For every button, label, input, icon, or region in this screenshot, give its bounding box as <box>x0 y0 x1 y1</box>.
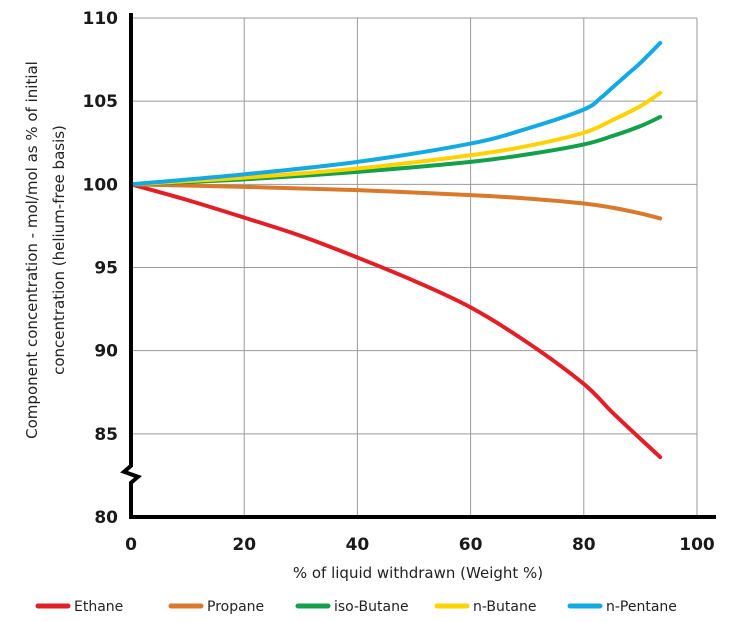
x-axis-title: % of liquid withdrawn (Weight %) <box>293 564 543 582</box>
x-tick-label: 20 <box>232 535 256 555</box>
y-axis-title-line-2: concentration (helium-free basis) <box>50 125 68 375</box>
legend-label: n-Pentane <box>606 599 677 615</box>
legend-label: iso-Butane <box>334 599 409 615</box>
series-line-propane <box>129 182 663 221</box>
series-lines <box>129 40 663 460</box>
axes <box>120 13 716 519</box>
x-tick-label: 60 <box>459 535 483 555</box>
x-tick-labels: 0 20 40 60 80 100 <box>125 535 715 555</box>
series-line-ethane <box>129 182 663 460</box>
y-axis-title-line-1: Component concentration - mol/mol as % o… <box>23 61 41 439</box>
series-line-n-pentane <box>129 40 663 187</box>
grid-lines <box>131 17 698 517</box>
y-tick-label: 95 <box>94 259 118 279</box>
series-line-n-butane <box>129 90 663 187</box>
legend-item: iso-Butane <box>295 599 409 615</box>
legend-item: Propane <box>168 599 264 615</box>
legend-label: Ethane <box>74 599 123 615</box>
legend-label: n-Butane <box>473 599 536 615</box>
y-tick-labels: 80 85 90 95 100 105 110 <box>83 9 119 528</box>
series-line-iso-butane <box>129 114 663 187</box>
legend: Ethane Propane iso-Butane n-Butane n-Pentane <box>35 599 677 615</box>
y-tick-label: 80 <box>94 508 118 528</box>
y-axis-line <box>120 13 142 519</box>
x-tick-label: 0 <box>125 535 137 555</box>
x-tick-label: 40 <box>346 535 370 555</box>
legend-item: n-Pentane <box>567 599 677 615</box>
legend-item: Ethane <box>35 599 123 615</box>
legend-item: n-Butane <box>434 599 536 615</box>
y-tick-label: 85 <box>94 425 118 445</box>
y-tick-label: 110 <box>83 9 119 29</box>
y-tick-label: 90 <box>94 342 118 362</box>
y-tick-label: 105 <box>83 92 119 112</box>
legend-label: Propane <box>207 599 264 615</box>
x-tick-label: 80 <box>572 535 596 555</box>
y-tick-label: 100 <box>83 175 119 195</box>
x-tick-label: 100 <box>679 535 715 555</box>
